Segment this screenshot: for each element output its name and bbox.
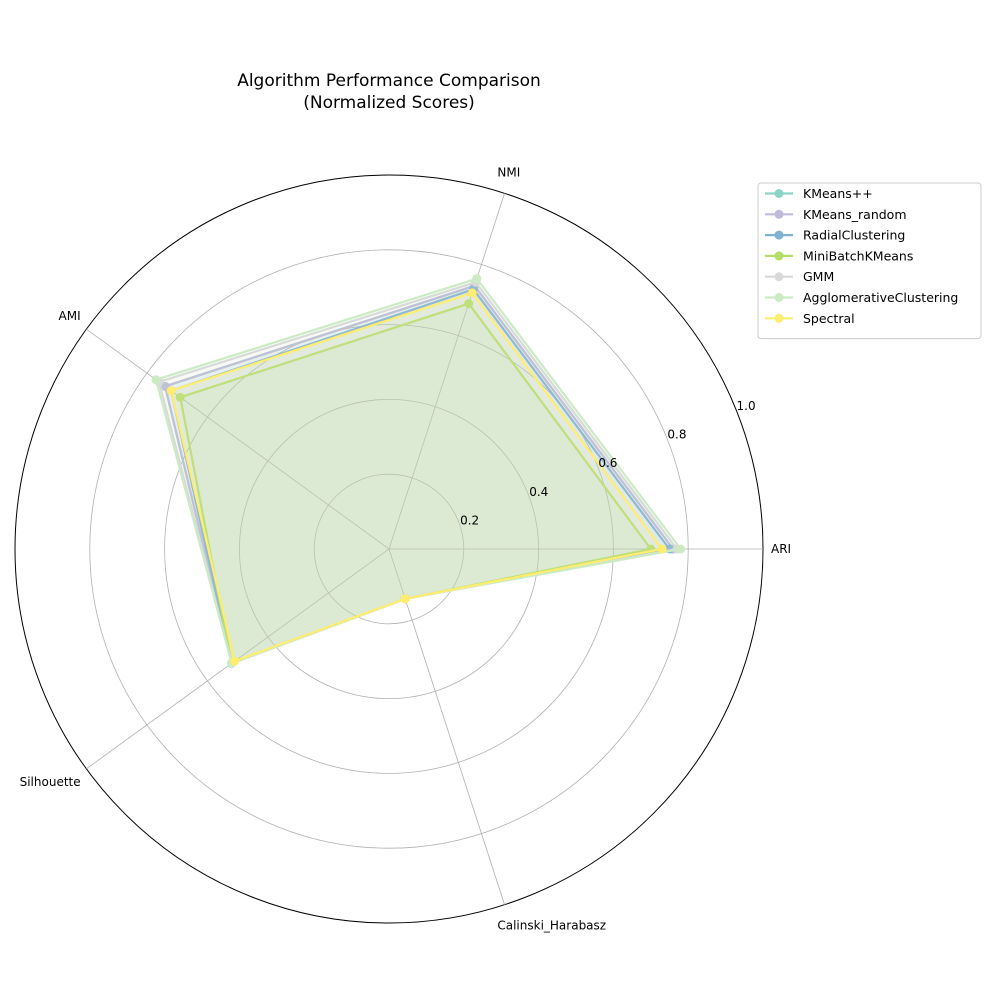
legend: KMeans++ KMeans_random RadialClustering Min… <box>757 182 982 340</box>
series-fill <box>165 285 674 664</box>
radial-tick-label: 0.2 <box>460 513 479 527</box>
data-point <box>400 594 410 604</box>
chart-title-line1: Algorithm Performance Comparison <box>237 71 541 91</box>
axis-label-AMI: AMI <box>59 309 81 323</box>
data-point <box>230 656 240 666</box>
series-group <box>151 274 686 668</box>
series-Spectral <box>166 288 667 666</box>
axis-label-Silhouette: Silhouette <box>20 775 81 789</box>
series-fill <box>180 303 651 664</box>
data-point <box>657 544 667 554</box>
legend-entry-label: RadialClustering <box>803 228 905 243</box>
data-point <box>472 274 482 284</box>
axis-spoke <box>388 548 505 905</box>
data-point <box>464 299 474 309</box>
legend-swatch-marker <box>774 313 784 323</box>
legend-swatch-marker <box>774 251 784 261</box>
radial-tick-label: 0.4 <box>529 485 548 499</box>
data-point <box>175 392 185 402</box>
axis-spoke <box>86 328 390 550</box>
axis-label-ARI: ARI <box>771 542 791 556</box>
legend-frame <box>757 182 982 340</box>
legend-entry-label: GMM <box>803 269 834 284</box>
series-fill <box>165 285 674 664</box>
legend-swatch-marker <box>774 293 784 302</box>
radial-tick-labels: 0.2 0.4 0.6 0.8 1.0 <box>460 399 756 527</box>
radial-tick-label: 0.6 <box>598 456 617 470</box>
data-point <box>166 386 176 396</box>
radial-tick-label: 0.8 <box>667 428 686 442</box>
series-fill <box>171 292 663 662</box>
data-point <box>467 288 477 298</box>
radial-tick-label: 1.0 <box>737 399 756 413</box>
legend-swatch-marker <box>774 209 784 219</box>
legend-entry-label: MiniBatchKMeans <box>803 248 913 263</box>
axis-label-NMI: NMI <box>497 165 520 179</box>
legend-entry-label: KMeans_random <box>803 207 907 222</box>
axis-labels: ARI NMI AMI Silhouette Calinski_Harabasz <box>20 165 791 932</box>
data-point <box>676 544 686 554</box>
axis-spoke <box>388 193 505 550</box>
legend-entry-label: Spectral <box>803 311 855 326</box>
legend-entry-label: KMeans++ <box>803 186 873 201</box>
legend-swatch-marker <box>774 230 784 240</box>
legend-swatch-marker <box>774 272 784 282</box>
series-fill <box>156 278 681 664</box>
legend-entry-label: AgglomerativeClustering <box>803 290 958 305</box>
legend-swatch-marker <box>774 189 784 198</box>
series-line <box>170 291 664 663</box>
data-point <box>151 375 161 385</box>
axis-label-Calinski_Harabasz: Calinski_Harabasz <box>497 919 606 933</box>
chart-title-line2: (Normalized Scores) <box>303 93 475 113</box>
